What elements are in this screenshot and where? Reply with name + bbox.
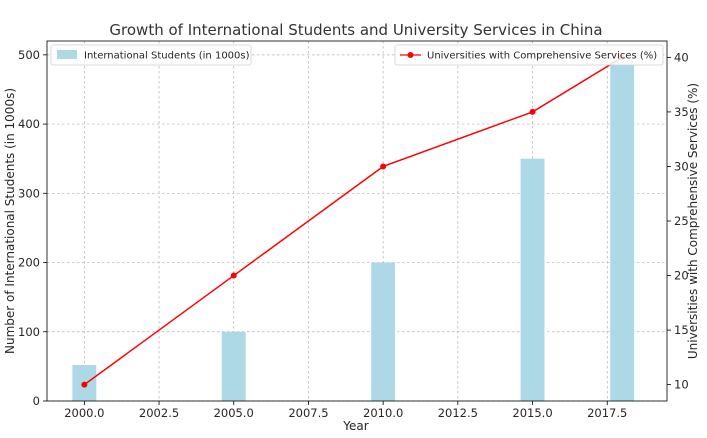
legend-bars: International Students (in 1000s) bbox=[50, 44, 252, 66]
x-tick-label: 2015.0 bbox=[512, 406, 552, 420]
x-axis-label: Year bbox=[342, 419, 368, 433]
legend-line: Universities with Comprehensive Services… bbox=[394, 44, 664, 66]
y-left-axis-ticks: 0 100 200 300 400 500 bbox=[18, 48, 47, 408]
y-left-tick-label: 0 bbox=[33, 394, 40, 408]
y-left-tick-label: 400 bbox=[18, 117, 40, 131]
legend-line-marker bbox=[407, 52, 414, 58]
y-left-axis-label: Number of International Students (in 100… bbox=[3, 88, 17, 354]
x-tick-label: 2002.5 bbox=[139, 406, 179, 420]
y-right-tick-label: 25 bbox=[674, 214, 689, 228]
x-tick-label: 2012.5 bbox=[438, 406, 478, 420]
y-right-axis-label: Universities with Comprehensive Services… bbox=[686, 83, 700, 359]
y-left-tick-label: 500 bbox=[18, 48, 40, 62]
bar bbox=[610, 61, 635, 402]
bar bbox=[520, 158, 545, 401]
x-tick-label: 2010.0 bbox=[363, 406, 403, 420]
bar-series bbox=[72, 61, 635, 402]
line-point bbox=[380, 163, 387, 170]
grid-lines bbox=[47, 41, 667, 402]
chart-title: Growth of International Students and Uni… bbox=[109, 21, 602, 39]
x-tick-label: 2000.0 bbox=[64, 406, 104, 420]
legend-line-box bbox=[394, 44, 664, 66]
y-right-axis-ticks: 10 15 20 25 30 35 40 bbox=[667, 50, 689, 392]
y-right-tick-label: 35 bbox=[674, 105, 689, 119]
legend-line-label: Universities with Comprehensive Services… bbox=[427, 51, 657, 62]
y-right-tick-label: 40 bbox=[674, 50, 689, 64]
y-right-tick-label: 10 bbox=[674, 378, 689, 392]
plot-frame bbox=[46, 40, 668, 402]
y-right-tick-label: 15 bbox=[674, 323, 689, 337]
x-axis-ticks: 2000.0 2002.5 2005.0 2007.5 2010.0 2012.5 2015… bbox=[64, 401, 627, 420]
x-tick-label: 2005.0 bbox=[214, 406, 254, 420]
legend-bars-swatch bbox=[57, 50, 77, 59]
line-point bbox=[529, 108, 536, 115]
legend-bars-box bbox=[50, 44, 252, 66]
x-tick-label: 2017.5 bbox=[587, 406, 627, 420]
y-left-tick-label: 300 bbox=[18, 186, 40, 200]
bar bbox=[371, 262, 396, 401]
y-right-tick-label: 30 bbox=[674, 159, 689, 173]
y-left-tick-label: 100 bbox=[18, 325, 40, 339]
bar bbox=[221, 331, 246, 401]
x-tick-label: 2007.5 bbox=[288, 406, 328, 420]
y-left-tick-label: 200 bbox=[18, 256, 40, 270]
y-right-tick-label: 20 bbox=[674, 269, 689, 283]
line-point bbox=[230, 272, 237, 279]
legend-bars-label: International Students (in 1000s) bbox=[84, 51, 250, 62]
line-point bbox=[81, 381, 88, 388]
